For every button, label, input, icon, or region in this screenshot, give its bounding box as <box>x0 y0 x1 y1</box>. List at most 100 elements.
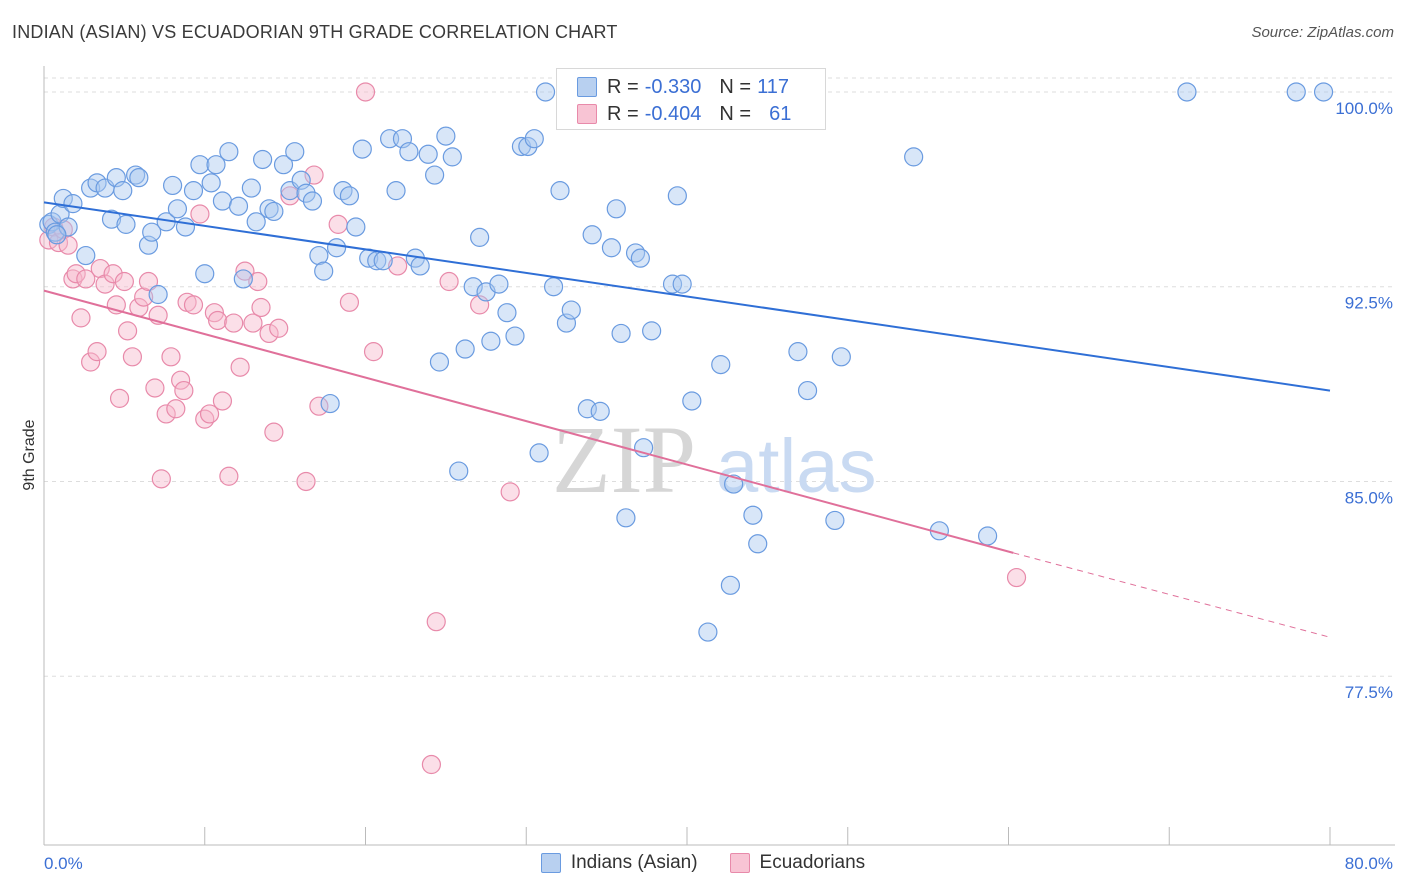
indians-point <box>489 274 509 294</box>
indians-point <box>81 178 101 198</box>
ecuadorians-point <box>156 404 176 424</box>
ecuadorians-point <box>251 297 271 318</box>
indians-point <box>561 300 581 320</box>
indians-point <box>449 461 469 481</box>
indians-point <box>228 196 249 216</box>
ecuadorians-point <box>151 469 171 489</box>
indians-point <box>698 622 718 642</box>
ecuadorians-point <box>166 399 186 419</box>
indians-point <box>529 443 549 463</box>
ecuadorians-point <box>114 271 134 292</box>
indians-point <box>113 181 133 201</box>
grid-layer <box>44 77 1395 677</box>
indians-point <box>352 139 372 159</box>
ecuadorians-point <box>66 264 86 284</box>
indians-point <box>470 227 490 247</box>
ecuadorians-point <box>259 323 279 344</box>
indians-point <box>285 142 305 162</box>
source-label: Source: ZipAtlas.com <box>1251 24 1394 41</box>
indians-point <box>190 155 210 175</box>
indians-point <box>129 168 149 188</box>
y-axis-label: 9th Grade <box>21 419 38 490</box>
ecuadorians-point <box>304 165 324 185</box>
indians-point <box>148 284 168 305</box>
indians-point <box>1313 82 1334 102</box>
ecuadorians-trend-line <box>43 289 1014 554</box>
indians-point <box>505 326 525 346</box>
indians-point <box>831 347 851 367</box>
indians-point <box>601 238 622 258</box>
indians-point <box>410 256 430 276</box>
indians-point <box>463 277 483 297</box>
stats-legend: R = -0.330 N = 117 R = -0.404 N = 61 <box>556 68 826 130</box>
legend-row-ecuadorians: R = -0.404 N = 61 <box>577 102 791 126</box>
indians-point <box>175 217 196 237</box>
watermark: ZIP atlas <box>552 406 877 513</box>
indians-point <box>518 136 538 157</box>
indians-point <box>825 510 845 531</box>
indians-point <box>978 526 998 546</box>
indians-point <box>642 321 662 341</box>
indians-point <box>1177 82 1197 102</box>
indians-point <box>788 342 808 362</box>
indians-point <box>429 352 450 372</box>
ecuadorians-point <box>235 261 255 281</box>
series-legend: Indians (Asian) Ecuadorians <box>0 852 1406 874</box>
ecuadorians-point <box>388 256 408 276</box>
indians-point <box>101 209 122 229</box>
indians-point <box>425 165 445 185</box>
indians-point <box>711 355 731 375</box>
indians-point <box>497 303 517 323</box>
ecuadorians-point <box>190 204 210 224</box>
ecuadorians-point <box>199 404 220 424</box>
ecuadorians-trend-extension <box>1013 552 1331 638</box>
indians-point <box>47 225 67 245</box>
legend-item-indians[interactable]: Indians (Asian) <box>540 852 698 874</box>
ecuadorians-point <box>212 391 233 411</box>
indians-point <box>904 147 924 167</box>
indians-point <box>535 82 556 102</box>
indians-point <box>386 181 406 201</box>
indians-point <box>748 534 768 554</box>
ecuadorians-point <box>280 186 300 206</box>
watermark-zip: ZIP <box>552 406 696 513</box>
indians-point <box>241 178 261 198</box>
indians-point <box>455 339 475 359</box>
indians-point <box>797 380 818 401</box>
indians-point <box>616 508 636 528</box>
indians-point <box>590 401 610 421</box>
indians-point <box>743 505 763 525</box>
r-value-indians: -0.330 <box>644 75 702 98</box>
ecuadorians-point <box>248 271 268 292</box>
indians-point <box>481 331 501 351</box>
indians-point <box>116 214 136 234</box>
ecuadorians-point <box>269 318 289 338</box>
indians-point <box>246 212 266 232</box>
indians-point <box>195 264 215 284</box>
ecuadorians-point <box>243 313 263 333</box>
indians-point <box>142 222 162 242</box>
y-tick-label: 77.5% <box>1345 683 1393 702</box>
ecuadorians-point <box>76 269 96 289</box>
indians-point <box>63 194 83 214</box>
ecuadorians-point <box>439 271 459 292</box>
ecuadorians-point <box>71 308 91 328</box>
ecuadorians-point <box>103 264 123 284</box>
indians-point <box>582 225 602 245</box>
indians-point <box>253 149 273 170</box>
ecuadorians-point <box>339 292 360 312</box>
indians-point <box>167 199 188 219</box>
indians-point <box>326 238 347 258</box>
legend-item-ecuadorians[interactable]: Ecuadorians <box>729 852 865 874</box>
ecuadorians-point <box>117 321 138 341</box>
indians-point <box>212 191 233 211</box>
pink-swatch <box>577 104 597 124</box>
indians-point <box>320 393 340 414</box>
ecuadorians-point <box>328 214 348 234</box>
axis-labels: 77.5% 85.0% 92.5% 100.0% 0.0% 80.0% 9th Grade <box>21 99 1393 873</box>
legend-row-indians: R = -0.330 N = 117 <box>577 75 789 99</box>
indians-point <box>667 186 687 206</box>
indians-point <box>436 126 456 146</box>
indians-point <box>543 277 564 297</box>
